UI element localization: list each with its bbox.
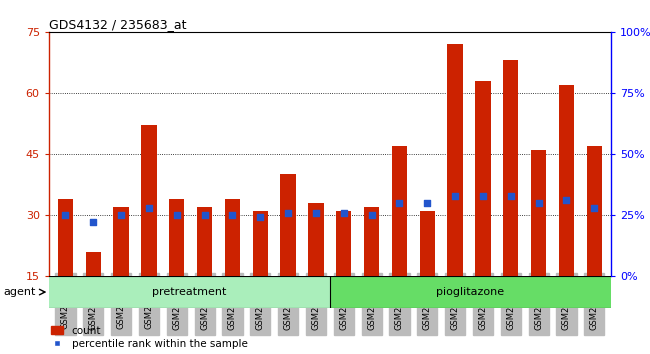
Point <box>144 205 154 211</box>
Point <box>478 193 488 198</box>
Text: pioglitazone: pioglitazone <box>436 287 504 297</box>
Bar <box>475 81 491 337</box>
Bar <box>587 146 602 337</box>
Text: agent: agent <box>3 287 36 297</box>
Bar <box>58 199 73 337</box>
Point <box>450 193 460 198</box>
Point <box>60 212 71 218</box>
Point <box>283 210 293 216</box>
Point <box>311 210 321 216</box>
Bar <box>308 203 324 337</box>
Point <box>506 193 516 198</box>
Bar <box>86 252 101 337</box>
Bar <box>364 207 380 337</box>
Point <box>116 212 126 218</box>
Bar <box>559 85 574 337</box>
Point <box>88 219 99 225</box>
Bar <box>503 61 519 337</box>
Bar <box>114 207 129 337</box>
Bar <box>531 150 546 337</box>
Point <box>367 212 377 218</box>
Point <box>255 215 265 220</box>
Point <box>200 212 210 218</box>
Bar <box>197 207 213 337</box>
Point <box>561 198 571 203</box>
Point <box>395 200 405 206</box>
Bar <box>253 211 268 337</box>
Point <box>227 212 238 218</box>
Point <box>534 200 544 206</box>
Bar <box>49 276 330 308</box>
Bar <box>225 199 240 337</box>
Text: pretreatment: pretreatment <box>152 287 226 297</box>
Bar <box>336 211 352 337</box>
Bar <box>447 44 463 337</box>
Point <box>589 205 599 211</box>
Bar <box>392 146 407 337</box>
Text: GDS4132 / 235683_at: GDS4132 / 235683_at <box>49 18 187 31</box>
Bar <box>420 211 435 337</box>
Legend: count, percentile rank within the sample: count, percentile rank within the sample <box>51 326 248 349</box>
Bar <box>330 276 611 308</box>
Point <box>339 210 349 216</box>
Point <box>172 212 182 218</box>
Bar <box>141 126 157 337</box>
Point <box>422 200 432 206</box>
Bar <box>280 175 296 337</box>
Bar <box>169 199 185 337</box>
